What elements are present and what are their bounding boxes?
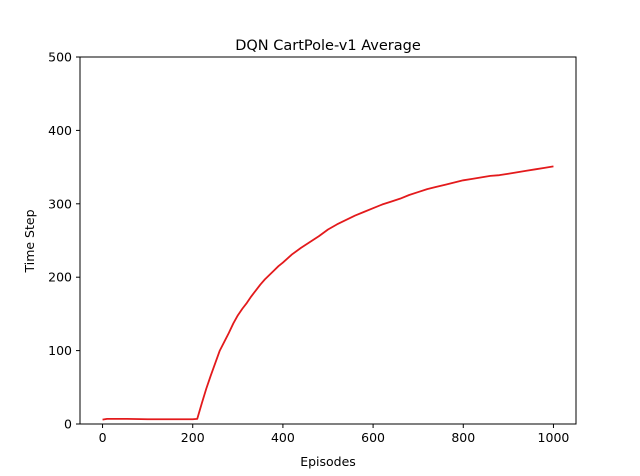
x-tick-label: 800 <box>451 430 475 445</box>
y-tick-label: 400 <box>48 123 72 138</box>
y-tick-label: 100 <box>48 343 72 358</box>
plot-frame <box>79 56 577 425</box>
x-tick-label: 1000 <box>538 430 570 445</box>
y-axis-ticks: 0 100 200 300 400 500 <box>48 50 80 432</box>
x-axis-label: Episodes <box>300 454 356 469</box>
chart-title: DQN CartPole-v1 Average <box>235 38 421 54</box>
series-layer <box>102 165 554 421</box>
y-tick-label: 500 <box>48 50 72 65</box>
x-tick-label: 400 <box>271 430 295 445</box>
x-tick-label: 0 <box>99 430 107 445</box>
x-axis-ticks: 0 200 400 600 800 1000 <box>99 424 570 445</box>
y-tick-label: 200 <box>48 270 72 285</box>
x-tick-label: 600 <box>361 430 385 445</box>
y-tick-label: 0 <box>64 417 72 432</box>
x-tick-label: 200 <box>181 430 205 445</box>
y-tick-label: 300 <box>48 196 72 211</box>
y-axis-label: Time Step <box>22 209 37 273</box>
series-line <box>102 165 554 421</box>
